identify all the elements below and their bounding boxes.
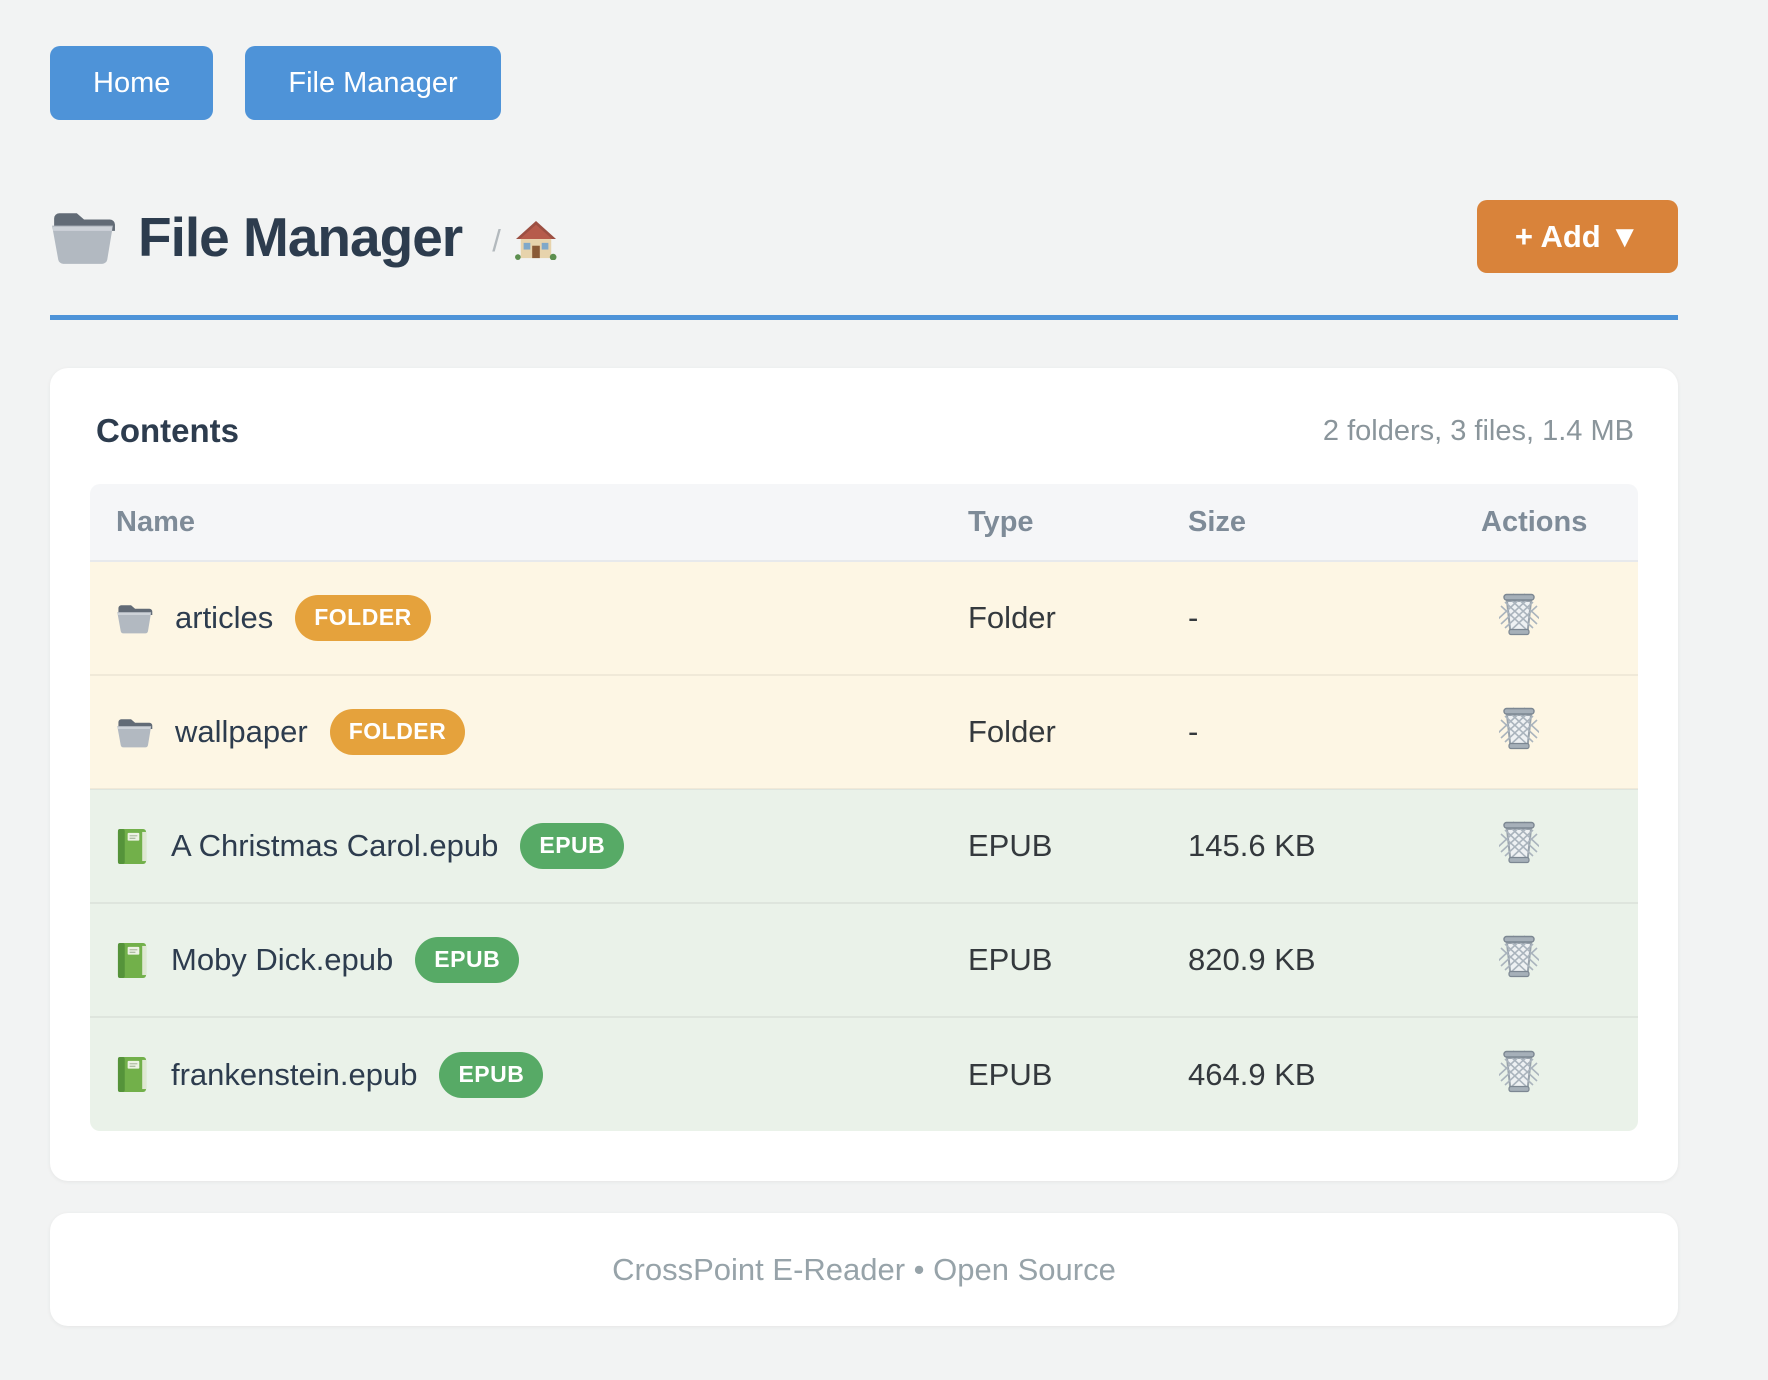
file-name[interactable]: articles: [175, 600, 273, 636]
file-table: Name Type Size Actions articles FOLDER F…: [90, 484, 1638, 1131]
breadcrumb-separator: /: [492, 223, 501, 259]
size-cell: -: [1188, 561, 1481, 675]
table-row[interactable]: A Christmas Carol.epub EPUB EPUB 145.6 K…: [90, 789, 1638, 903]
header-divider: [50, 315, 1678, 320]
size-cell: -: [1188, 675, 1481, 789]
footer-text: CrossPoint E-Reader • Open Source: [612, 1252, 1116, 1288]
file-name[interactable]: A Christmas Carol.epub: [171, 828, 498, 864]
size-cell: 145.6 KB: [1188, 789, 1481, 903]
delete-button[interactable]: [1499, 934, 1539, 978]
file-name[interactable]: frankenstein.epub: [171, 1057, 417, 1093]
type-badge: FOLDER: [295, 595, 431, 641]
contents-card-header: Contents 2 folders, 3 files, 1.4 MB: [90, 412, 1638, 450]
delete-button[interactable]: [1499, 820, 1539, 864]
table-row[interactable]: frankenstein.epub EPUB EPUB 464.9 KB: [90, 1017, 1638, 1131]
folder-icon: [50, 209, 116, 265]
page-header: File Manager / + Add ▼: [50, 200, 1678, 273]
table-body: articles FOLDER Folder - wallpaper FOLDE…: [90, 561, 1638, 1131]
top-nav: Home File Manager: [50, 46, 1678, 120]
file-name[interactable]: Moby Dick.epub: [171, 942, 393, 978]
home-icon[interactable]: [515, 220, 557, 260]
book-icon: [116, 942, 149, 979]
book-icon: [116, 1056, 149, 1093]
type-badge: EPUB: [520, 823, 624, 869]
column-header-type: Type: [968, 484, 1188, 561]
footer: CrossPoint E-Reader • Open Source: [50, 1213, 1678, 1326]
type-cell: EPUB: [968, 1017, 1188, 1131]
title-group: File Manager /: [50, 205, 1477, 269]
type-badge: EPUB: [439, 1052, 543, 1098]
file-manager-page: Home File Manager File Manager / + Add ▼…: [0, 0, 1768, 1380]
type-cell: Folder: [968, 675, 1188, 789]
trash-icon: [1499, 934, 1539, 978]
type-cell: EPUB: [968, 789, 1188, 903]
column-header-name: Name: [90, 484, 968, 561]
nav-file-manager-button[interactable]: File Manager: [245, 46, 500, 120]
delete-button[interactable]: [1499, 1049, 1539, 1093]
column-header-actions: Actions: [1481, 484, 1638, 561]
table-row[interactable]: wallpaper FOLDER Folder -: [90, 675, 1638, 789]
delete-button[interactable]: [1499, 592, 1539, 636]
delete-button[interactable]: [1499, 706, 1539, 750]
folder-icon: [116, 603, 153, 634]
type-badge: EPUB: [415, 937, 519, 983]
table-row[interactable]: Moby Dick.epub EPUB EPUB 820.9 KB: [90, 903, 1638, 1017]
contents-title: Contents: [96, 412, 239, 450]
column-header-size: Size: [1188, 484, 1481, 561]
folder-icon: [116, 717, 153, 748]
trash-icon: [1499, 592, 1539, 636]
contents-card: Contents 2 folders, 3 files, 1.4 MB Name…: [50, 368, 1678, 1181]
book-icon: [116, 828, 149, 865]
table-header-row: Name Type Size Actions: [90, 484, 1638, 561]
type-cell: EPUB: [968, 903, 1188, 1017]
table-row[interactable]: articles FOLDER Folder -: [90, 561, 1638, 675]
contents-summary: 2 folders, 3 files, 1.4 MB: [1323, 415, 1634, 448]
trash-icon: [1499, 1049, 1539, 1093]
file-name[interactable]: wallpaper: [175, 714, 308, 750]
add-button[interactable]: + Add ▼: [1477, 200, 1678, 273]
trash-icon: [1499, 706, 1539, 750]
size-cell: 464.9 KB: [1188, 1017, 1481, 1131]
nav-home-button[interactable]: Home: [50, 46, 213, 120]
size-cell: 820.9 KB: [1188, 903, 1481, 1017]
type-cell: Folder: [968, 561, 1188, 675]
trash-icon: [1499, 820, 1539, 864]
type-badge: FOLDER: [330, 709, 466, 755]
page-title: File Manager: [138, 205, 462, 269]
